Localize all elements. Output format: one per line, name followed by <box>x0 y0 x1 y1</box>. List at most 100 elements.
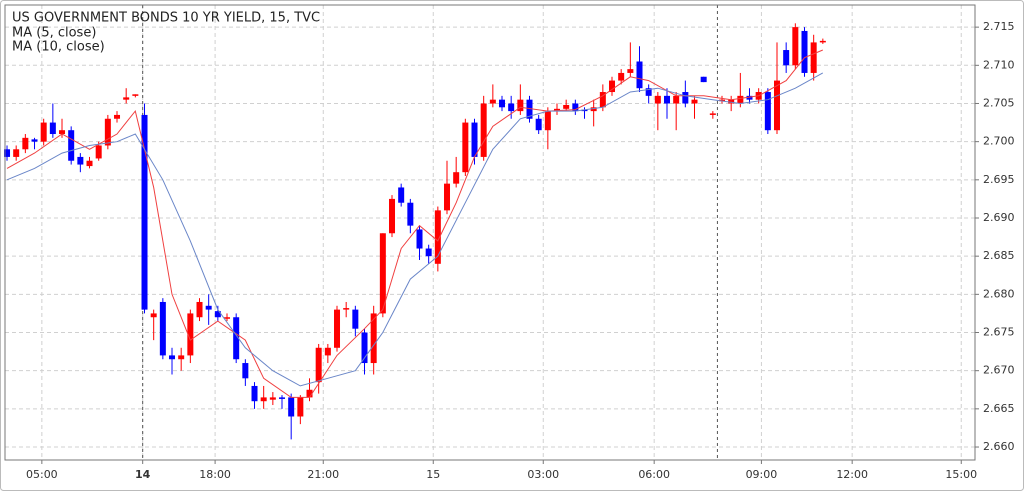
y-tick-label: 2.660 <box>983 440 1015 453</box>
candle-body <box>343 308 350 310</box>
y-tick-label: 2.685 <box>983 249 1015 262</box>
candle-body <box>563 105 570 109</box>
x-tick-label: 09:00 <box>746 468 778 481</box>
candle-body <box>141 114 148 310</box>
candle-body <box>288 397 295 417</box>
candle-body <box>792 27 799 66</box>
candle-body <box>654 95 661 104</box>
candle-body <box>508 103 515 112</box>
candle-body <box>159 301 166 356</box>
candle-body <box>535 118 542 131</box>
candle-body <box>489 99 496 104</box>
candle-body <box>260 397 267 402</box>
x-tick-label: 15 <box>426 468 440 481</box>
candle-body <box>233 317 240 360</box>
candle-body <box>361 332 368 364</box>
candle-body <box>618 72 625 81</box>
candle-body <box>169 355 176 360</box>
plot-border <box>4 4 976 461</box>
candle-body <box>31 139 38 142</box>
y-tick-label: 2.700 <box>983 135 1015 148</box>
candle-body <box>599 92 606 108</box>
y-tick-label: 2.675 <box>983 326 1015 339</box>
candle-body <box>407 202 414 226</box>
y-tick-label: 2.710 <box>983 58 1015 71</box>
candle-body <box>4 149 11 157</box>
candle-body <box>242 363 249 379</box>
x-tick-label: 06:00 <box>638 468 670 481</box>
y-tick-label: 2.695 <box>983 173 1015 186</box>
candle-body <box>709 113 716 115</box>
candle-body <box>453 172 460 184</box>
candle-body <box>434 210 441 264</box>
candle-body <box>517 99 524 112</box>
candle-body <box>581 109 588 112</box>
candle-body <box>444 183 451 211</box>
candle-body <box>819 40 826 43</box>
y-tick-label: 2.715 <box>983 20 1015 33</box>
candle-body <box>590 107 597 112</box>
candle-body <box>682 92 689 104</box>
y-tick-label: 2.680 <box>983 287 1015 300</box>
x-tick-label: 03:00 <box>527 468 559 481</box>
candle-body <box>673 95 680 104</box>
y-tick-label: 2.705 <box>983 96 1015 109</box>
candle-body <box>214 311 221 318</box>
candle-body <box>810 42 817 73</box>
x-tick-label: 18:00 <box>199 468 231 481</box>
candle-body <box>416 229 423 249</box>
candle-body <box>187 313 194 356</box>
candle-body <box>114 114 121 119</box>
candle-body <box>49 122 56 135</box>
legend-entry: MA (5, close) <box>12 26 96 41</box>
x-tick-label: 14 <box>135 468 151 481</box>
candle-body <box>13 149 20 157</box>
y-tick-label: 2.670 <box>983 364 1015 377</box>
candle-body <box>40 122 47 142</box>
candle-body <box>95 145 102 159</box>
candle-body <box>178 355 185 360</box>
candle-body <box>737 95 744 104</box>
candle-body <box>700 76 707 83</box>
candle-body <box>306 389 313 398</box>
candle-body <box>205 305 212 310</box>
candle-body <box>499 99 506 108</box>
candle-body <box>425 248 432 257</box>
candle-body <box>480 103 487 157</box>
candle-body <box>801 30 808 73</box>
candle-body <box>783 50 790 66</box>
x-tick-label: 05:00 <box>26 468 58 481</box>
candle-body <box>104 118 111 146</box>
candle-body <box>334 309 341 348</box>
chart-title: US GOVERNMENT BONDS 10 YR YIELD, 15, TVC <box>12 11 320 26</box>
candle-body <box>224 317 231 319</box>
candle-body <box>774 80 781 131</box>
candle-body <box>471 122 478 157</box>
ma-line <box>6 49 823 398</box>
y-tick-label: 2.665 <box>983 402 1015 415</box>
candle-body <box>636 61 643 89</box>
candle-body <box>398 187 405 203</box>
candle-body <box>389 198 396 234</box>
candle-body <box>462 122 469 173</box>
axes: 2.660 2.665 2.670 2.675 2.680 2.685 2.690 2.695… <box>26 20 1015 481</box>
candle-body <box>86 160 93 167</box>
candle-body <box>746 95 753 100</box>
x-tick-label: 15:00 <box>945 468 977 481</box>
grid <box>5 5 975 460</box>
y-tick-label: 2.690 <box>983 211 1015 224</box>
candle-body <box>77 156 84 165</box>
candle-body <box>251 385 258 402</box>
candle-body <box>691 99 698 104</box>
candle-body <box>728 99 735 104</box>
candle-body <box>59 130 66 135</box>
candle-body <box>526 99 533 119</box>
candle-body <box>645 88 652 96</box>
x-tick-label: 21:00 <box>307 468 339 481</box>
candle-body <box>664 95 671 104</box>
candle-body <box>554 108 561 112</box>
candle-body <box>379 233 386 314</box>
candle-body <box>609 80 616 93</box>
